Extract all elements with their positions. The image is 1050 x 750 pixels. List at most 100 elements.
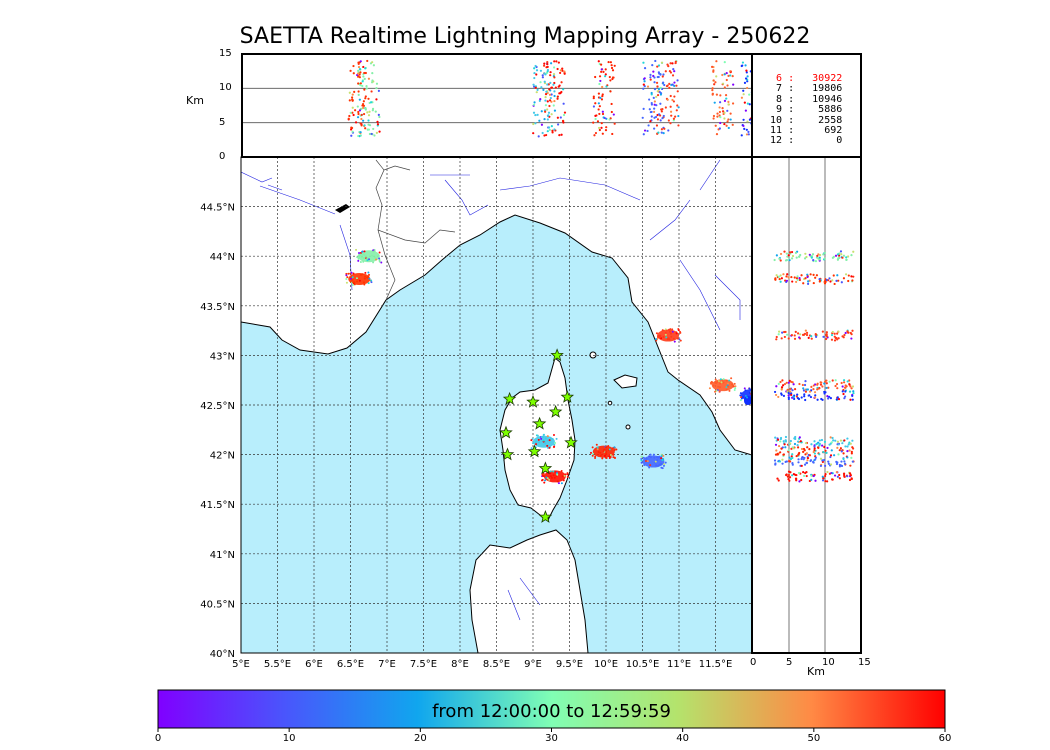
altitude-source — [350, 126, 353, 129]
altitude-source — [727, 126, 730, 130]
altitude-source — [842, 452, 845, 455]
altitude-source — [723, 99, 727, 102]
altitude-source — [830, 338, 834, 341]
lightning-source — [535, 440, 538, 443]
altitude-source — [829, 397, 832, 400]
altitude-source — [808, 454, 812, 457]
altitude-source — [649, 78, 652, 81]
altitude-source — [660, 128, 663, 131]
altitude-source — [833, 332, 836, 335]
altitude-source — [643, 80, 646, 83]
altitude-source — [542, 64, 546, 67]
altitude-source — [673, 95, 676, 98]
altitude-source — [797, 453, 800, 456]
lightning-source — [363, 283, 366, 286]
altitude-source — [642, 107, 645, 110]
altitude-source — [560, 133, 563, 136]
altitude-source — [647, 124, 650, 127]
altitude-source — [731, 75, 734, 78]
altitude-source — [792, 473, 796, 476]
altitude-source — [357, 62, 360, 65]
altitude-source — [592, 121, 595, 124]
altitude-source — [837, 257, 840, 260]
altitude-source — [787, 276, 790, 279]
altitude-source — [847, 443, 850, 446]
altitude-source — [796, 275, 799, 278]
altitude-source — [836, 338, 839, 341]
altitude-source — [824, 280, 827, 284]
altitude-source — [851, 329, 854, 332]
altitude-source — [712, 69, 715, 72]
altitude-source — [648, 108, 651, 111]
lightning-source — [657, 464, 660, 467]
lightning-source — [604, 456, 607, 459]
altitude-source — [848, 441, 851, 444]
lightning-source — [366, 276, 369, 279]
lightning-source — [530, 439, 533, 442]
altitude-source — [812, 474, 815, 478]
altitude-source — [556, 97, 559, 100]
altitude-source — [842, 336, 845, 339]
lightning-source — [357, 259, 360, 262]
altitude-source — [677, 124, 680, 127]
altitude-source — [800, 464, 803, 467]
altitude-source — [540, 123, 544, 126]
altitude-source — [846, 450, 849, 453]
altitude-source — [363, 124, 366, 127]
altitude-source — [846, 437, 849, 440]
altitude-source — [804, 390, 808, 393]
altitude-source — [833, 339, 837, 342]
altitude-source — [748, 118, 752, 121]
lightning-source — [552, 470, 555, 473]
altitude-source — [358, 109, 362, 112]
lightning-source — [640, 455, 643, 458]
lightning-source — [748, 387, 751, 390]
altitude-source — [656, 85, 659, 88]
altitude-source — [661, 117, 664, 120]
altitude-source — [836, 332, 839, 335]
lightning-source — [743, 387, 746, 390]
altitude-source — [850, 337, 853, 340]
altitude-source — [828, 277, 831, 280]
altitude-source — [711, 93, 714, 96]
altitude-source — [836, 461, 839, 464]
lightning-source — [662, 464, 665, 467]
lat-tick-label: 40.5°N — [200, 599, 235, 610]
altitude-source — [774, 463, 777, 466]
altitude-source — [825, 382, 828, 385]
altitude-source — [787, 391, 790, 395]
altitude-source — [825, 379, 828, 382]
altitude-source — [642, 61, 645, 64]
altitude-source — [785, 258, 789, 262]
altitude-source — [843, 333, 846, 337]
altitude-source — [786, 255, 789, 258]
altitude-source — [368, 132, 372, 136]
altitude-source — [648, 98, 651, 101]
altitude-source — [371, 107, 375, 110]
altitude-source — [598, 112, 601, 116]
lightning-source — [662, 336, 665, 339]
lightning-source — [732, 384, 735, 387]
altitude-source — [836, 446, 839, 449]
lightning-source — [615, 448, 618, 451]
lightning-source — [532, 442, 535, 445]
lightning-source — [605, 450, 608, 453]
altitude-source — [816, 388, 819, 391]
altitude-source — [823, 382, 826, 385]
altitude-source — [364, 127, 367, 130]
altitude-source — [818, 258, 822, 261]
altitude-source — [836, 440, 839, 443]
altitude-source — [826, 395, 829, 398]
altitude-source — [641, 116, 644, 119]
lightning-source — [644, 459, 647, 462]
altitude-source — [592, 105, 596, 108]
altitude-source — [787, 397, 790, 401]
altitude-source — [368, 110, 371, 113]
altitude-source — [646, 129, 649, 133]
altitude-source — [362, 119, 365, 122]
lightning-source — [363, 254, 366, 257]
altitude-source — [786, 388, 789, 391]
altitude-source — [791, 280, 794, 283]
altitude-source — [842, 379, 846, 382]
altitude-source — [671, 74, 675, 77]
